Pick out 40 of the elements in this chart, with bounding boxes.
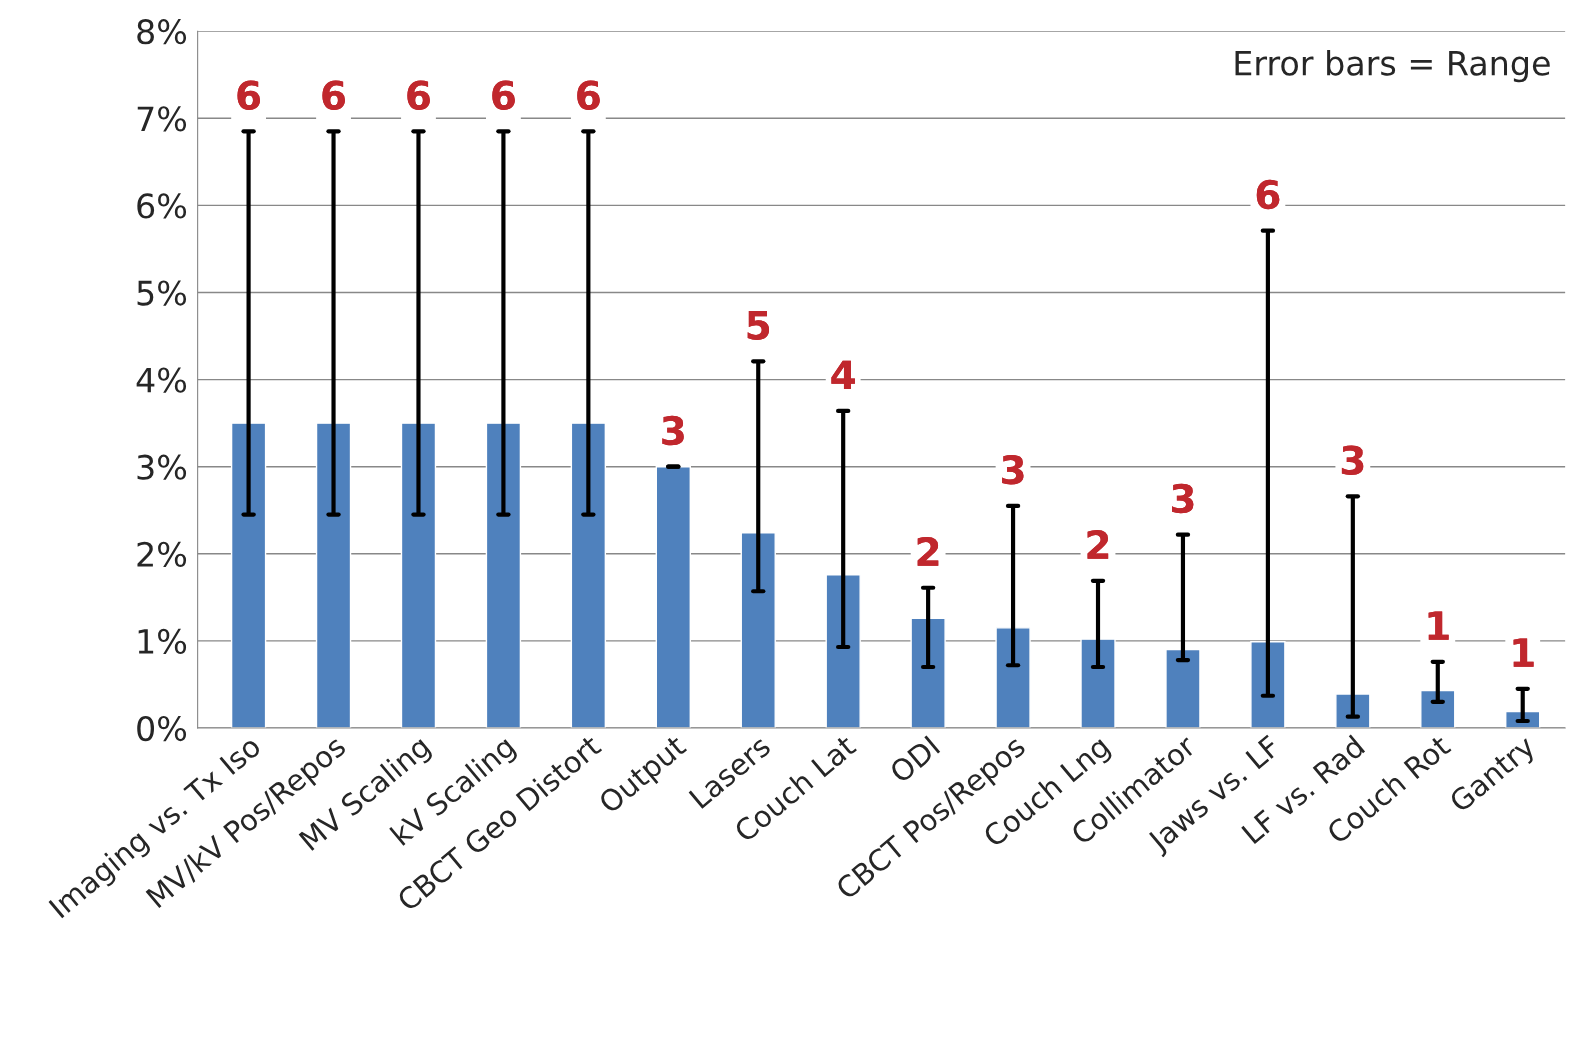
y-tick-label: 5% xyxy=(137,280,187,306)
bar xyxy=(1080,638,1116,728)
bar xyxy=(825,574,861,728)
annotation: 4 xyxy=(831,360,855,389)
y-tick-label: 7% xyxy=(137,106,187,132)
annotation: 6 xyxy=(577,80,600,110)
y-tick-label: 1% xyxy=(138,628,187,655)
bar xyxy=(1165,648,1201,728)
annotation: 2 xyxy=(917,536,939,566)
annotation: 6 xyxy=(1256,179,1280,210)
y-tick-label: 4% xyxy=(136,367,187,393)
y-tick-label: 2% xyxy=(137,541,187,567)
y-tick-label: 6% xyxy=(137,193,187,219)
annotation: 3 xyxy=(1341,445,1364,475)
annotation: 6 xyxy=(237,80,261,110)
bar xyxy=(485,422,522,728)
y-tick-label: 3% xyxy=(137,454,187,480)
annotation: 6 xyxy=(322,80,345,110)
annotation: 1 xyxy=(1513,638,1534,667)
bar xyxy=(1250,641,1286,728)
y-tick-label: 0% xyxy=(137,715,187,742)
bar xyxy=(570,422,607,728)
bar xyxy=(400,422,437,728)
y-tick-label: 8% xyxy=(137,19,187,45)
annotation: 5 xyxy=(747,310,770,340)
annotation: 2 xyxy=(1087,529,1109,559)
bar xyxy=(230,422,267,728)
bar xyxy=(315,422,352,728)
annotation: 6 xyxy=(492,80,515,110)
bar xyxy=(740,532,776,728)
annotation: 1 xyxy=(1428,611,1449,640)
annotation: 3 xyxy=(1172,483,1194,514)
annotation: Error bars = Range xyxy=(1235,49,1550,83)
annotation: 3 xyxy=(662,415,684,446)
annotation: 6 xyxy=(407,80,430,110)
bar xyxy=(910,617,946,728)
bar xyxy=(655,466,691,728)
annotation: 3 xyxy=(1002,455,1024,485)
bar xyxy=(1420,689,1456,728)
bar xyxy=(995,627,1031,728)
